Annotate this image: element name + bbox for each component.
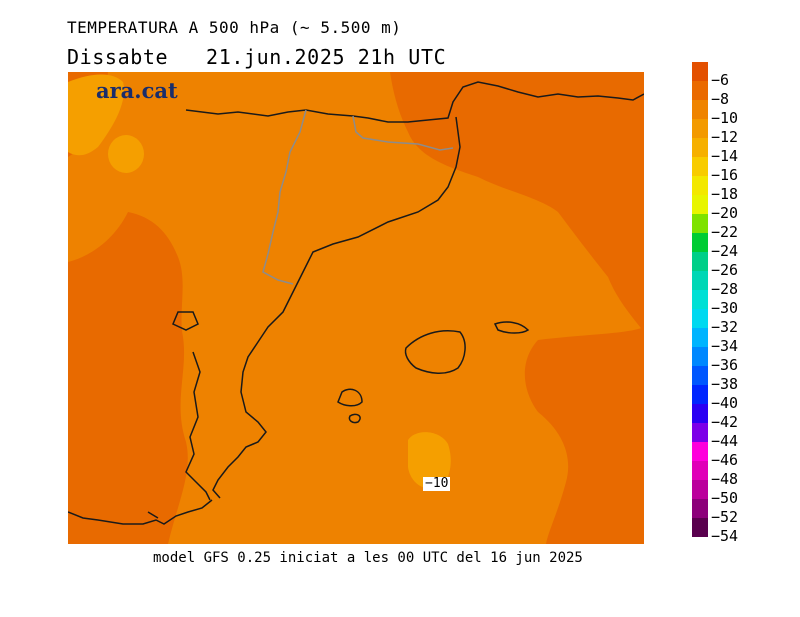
legend-label: −52 [711, 508, 739, 526]
legend-label: −24 [711, 242, 739, 260]
legend-swatch [692, 290, 708, 309]
legend-label: −22 [711, 223, 739, 241]
warm-region-west [68, 212, 188, 544]
legend-swatch [692, 366, 708, 385]
temperature-map [68, 72, 644, 544]
legend-label: −18 [711, 185, 739, 203]
warm-region-northeast [390, 72, 644, 332]
legend-label: −12 [711, 128, 739, 146]
legend-label: −30 [711, 299, 739, 317]
legend-label: −34 [711, 337, 739, 355]
legend-swatch [692, 461, 708, 480]
legend-swatch [692, 176, 708, 195]
legend-label: −16 [711, 166, 739, 184]
legend-swatch [692, 385, 708, 404]
legend-label: −14 [711, 147, 739, 165]
legend-label: −42 [711, 413, 739, 431]
chart-title: TEMPERATURA A 500 hPa (~ 5.500 m) [67, 18, 402, 37]
cool-patch-south [408, 432, 451, 489]
contour-label: −10 [423, 476, 451, 491]
legend-label: −8 [711, 90, 730, 108]
legend-swatch [692, 81, 708, 100]
warm-region-southeast [524, 327, 644, 544]
brand-logo: ara.cat [96, 78, 178, 103]
chart-subtitle: Dissabte 21.jun.2025 21h UTC [67, 45, 447, 69]
legend-swatch [692, 62, 708, 81]
model-footnote: model GFS 0.25 iniciat a les 00 UTC del … [153, 550, 583, 566]
cool-patch-northwest [68, 74, 124, 156]
legend-label: −54 [711, 527, 739, 545]
legend-swatch [692, 195, 708, 214]
legend-label: −10 [711, 109, 739, 127]
legend-swatch [692, 328, 708, 347]
legend-swatch [692, 271, 708, 290]
legend-swatch [692, 233, 708, 252]
legend-label: −32 [711, 318, 739, 336]
legend-label: −6 [711, 71, 730, 89]
legend-swatch [692, 119, 708, 138]
political-borders [262, 109, 454, 285]
legend-label: −20 [711, 204, 739, 222]
legend-swatch [692, 499, 708, 518]
legend-swatch [692, 214, 708, 233]
coastlines [68, 81, 644, 525]
legend-swatch [692, 442, 708, 461]
legend-swatch [692, 252, 708, 271]
legend-swatch [692, 480, 708, 499]
legend-label: −26 [711, 261, 739, 279]
legend-swatch [692, 423, 708, 442]
legend-swatch [692, 100, 708, 119]
legend-swatch [692, 347, 708, 366]
legend-label: −40 [711, 394, 739, 412]
legend-label: −46 [711, 451, 739, 469]
legend-label: −38 [711, 375, 739, 393]
legend-label: −28 [711, 280, 739, 298]
legend-swatch [692, 518, 708, 537]
legend-label: −36 [711, 356, 739, 374]
legend-swatch [692, 309, 708, 328]
legend-label: −50 [711, 489, 739, 507]
legend-label: −48 [711, 470, 739, 488]
legend-swatch [692, 404, 708, 423]
cool-patch-small [108, 135, 144, 173]
legend-swatch [692, 138, 708, 157]
legend-label: −44 [711, 432, 739, 450]
legend-swatch [692, 157, 708, 176]
